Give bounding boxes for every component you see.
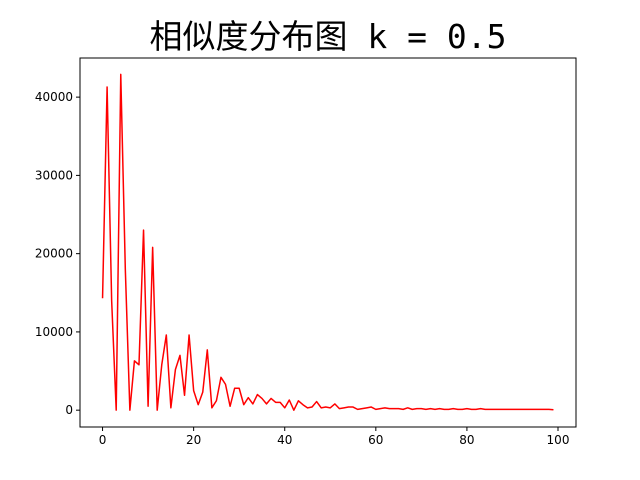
y-tick-label: 30000 <box>35 168 73 182</box>
y-tick-label: 20000 <box>35 247 73 261</box>
y-tick-label: 10000 <box>35 325 73 339</box>
series-line-0 <box>101 73 554 411</box>
x-tick-label: 100 <box>547 433 570 447</box>
y-tick-label: 0 <box>65 403 73 417</box>
chart-title: 相似度分布图 k = 0.5 <box>150 17 507 56</box>
x-tick-label: 20 <box>186 433 201 447</box>
y-tick-label: 40000 <box>35 90 73 104</box>
x-tick-label: 40 <box>277 433 292 447</box>
x-tick-label: 60 <box>368 433 383 447</box>
axes-frame <box>79 57 577 428</box>
plot-area: 0 20 40 60 80 100 0 10000 20000 30000 40000 <box>35 57 577 447</box>
x-tick-label: 80 <box>459 433 474 447</box>
x-tick-label: 0 <box>99 433 107 447</box>
